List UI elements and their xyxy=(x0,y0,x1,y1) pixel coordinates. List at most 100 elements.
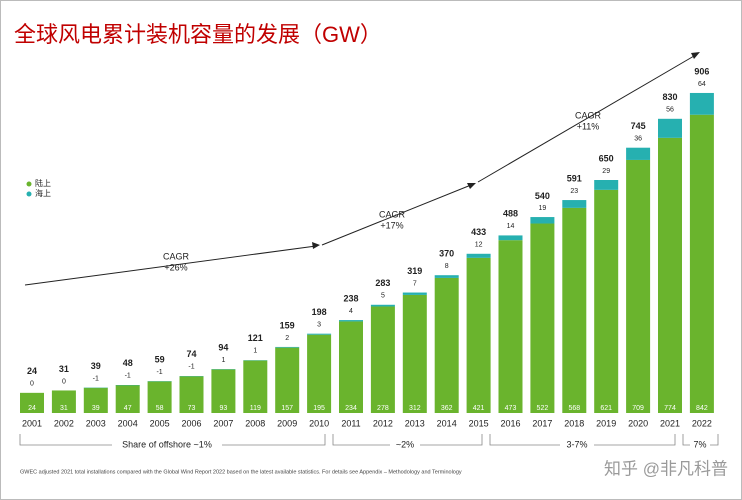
x-tick-label: 2013 xyxy=(405,418,425,428)
x-tick-label: 2020 xyxy=(628,418,648,428)
x-tick-label: 2012 xyxy=(373,418,393,428)
bar-segment xyxy=(339,321,363,413)
x-tick-label: 2011 xyxy=(341,418,360,428)
segment-label: 73 xyxy=(188,405,196,412)
x-tick-label: 2018 xyxy=(564,418,584,428)
segment-label: 23 xyxy=(570,188,578,195)
segment-label: 39 xyxy=(92,405,100,412)
total-label: 830 xyxy=(662,92,677,102)
segment-label: 93 xyxy=(220,405,228,412)
legend-label: 海上 xyxy=(35,188,51,198)
segment-label: 12 xyxy=(475,242,483,249)
segment-label: 29 xyxy=(602,168,610,175)
bar-segment xyxy=(20,392,44,413)
segment-label: 774 xyxy=(664,405,676,412)
bar-segment xyxy=(530,217,555,224)
bar-segment xyxy=(689,114,714,413)
bar-segment xyxy=(562,200,587,208)
segment-label: 0 xyxy=(62,378,66,385)
bar-segment xyxy=(626,159,651,413)
arrow xyxy=(24,245,317,286)
segment-label: 36 xyxy=(634,136,642,143)
total-label: 94 xyxy=(218,342,228,352)
total-label: 48 xyxy=(123,358,133,368)
x-tick-label: 2016 xyxy=(500,418,520,428)
bar-segment xyxy=(370,306,395,413)
share-label: ~2% xyxy=(396,439,414,449)
bar-segment xyxy=(658,137,682,413)
x-tick-label: 2009 xyxy=(277,418,297,428)
bar-segment xyxy=(498,235,523,241)
bar-segment xyxy=(275,347,300,413)
bar-segment xyxy=(658,118,682,138)
x-tick-label: 2021 xyxy=(660,418,680,428)
x-tick-label: 2002 xyxy=(54,418,74,428)
segment-label: -1 xyxy=(156,369,162,376)
segment-label: -1 xyxy=(93,376,99,383)
bar-segment xyxy=(83,387,108,413)
segment-label: 56 xyxy=(666,107,674,114)
bar-segment xyxy=(689,92,714,115)
footnote: GWEC adjusted 2021 total installations c… xyxy=(20,469,462,475)
x-tick-label: 2004 xyxy=(118,418,138,428)
bar-segment xyxy=(211,369,236,413)
bar-segment xyxy=(594,189,619,413)
bar-segment xyxy=(562,207,587,413)
bar-segment xyxy=(179,376,204,413)
total-label: 488 xyxy=(503,208,518,218)
x-tick-label: 2003 xyxy=(86,418,106,428)
bar-segment xyxy=(51,390,76,413)
cagr-label: CAGR xyxy=(379,209,406,219)
x-tick-label: 2015 xyxy=(469,418,489,428)
total-label: 433 xyxy=(471,227,486,237)
cagr-label: CAGR xyxy=(575,110,602,120)
x-tick-label: 2014 xyxy=(437,418,457,428)
bar-segment xyxy=(626,147,651,160)
total-label: 650 xyxy=(599,153,614,163)
x-tick-label: 2010 xyxy=(309,418,329,428)
label-bg xyxy=(112,440,222,450)
cagr-label: CAGR xyxy=(163,251,190,261)
total-label: 31 xyxy=(59,364,69,374)
total-label: 39 xyxy=(91,361,101,371)
legend-label: 陆上 xyxy=(35,178,51,188)
segment-label: 195 xyxy=(313,405,325,412)
total-label: 121 xyxy=(248,333,263,343)
segment-label: 2 xyxy=(285,335,289,342)
arrowhead xyxy=(312,242,320,249)
label-bg xyxy=(690,440,710,450)
legend-swatch xyxy=(26,191,32,197)
bar-segment xyxy=(339,320,363,322)
segment-label: 119 xyxy=(250,405,261,412)
x-tick-label: 2022 xyxy=(692,418,712,428)
cagr-label: +11% xyxy=(577,121,600,131)
segment-label: 362 xyxy=(441,405,453,412)
segment-label: 709 xyxy=(632,405,644,412)
segment-label: 568 xyxy=(568,405,580,412)
bar-segment xyxy=(434,275,459,278)
x-tick-label: 2019 xyxy=(596,418,616,428)
x-tick-label: 2001 xyxy=(22,418,42,428)
total-label: 319 xyxy=(407,266,422,276)
total-label: 238 xyxy=(343,293,358,303)
bar-segment xyxy=(466,257,491,413)
segment-label: 5 xyxy=(381,293,385,300)
bar-segment xyxy=(115,385,140,413)
segment-label: 4 xyxy=(349,308,353,315)
arrow xyxy=(321,184,472,246)
bar-segment xyxy=(370,304,395,307)
bar-segment xyxy=(307,333,332,335)
bar-segment xyxy=(466,253,491,258)
segment-label: -1 xyxy=(188,364,194,371)
segment-label: 0 xyxy=(30,381,34,388)
bar-segment xyxy=(594,180,619,190)
segment-label: 421 xyxy=(473,405,485,412)
label-bg xyxy=(560,440,594,450)
cagr-label: +26% xyxy=(164,262,187,272)
total-label: 906 xyxy=(694,66,709,76)
x-tick-label: 2008 xyxy=(245,418,265,428)
segment-label: 24 xyxy=(28,405,36,412)
segment-label: 312 xyxy=(409,405,421,412)
segment-label: 14 xyxy=(507,223,515,230)
